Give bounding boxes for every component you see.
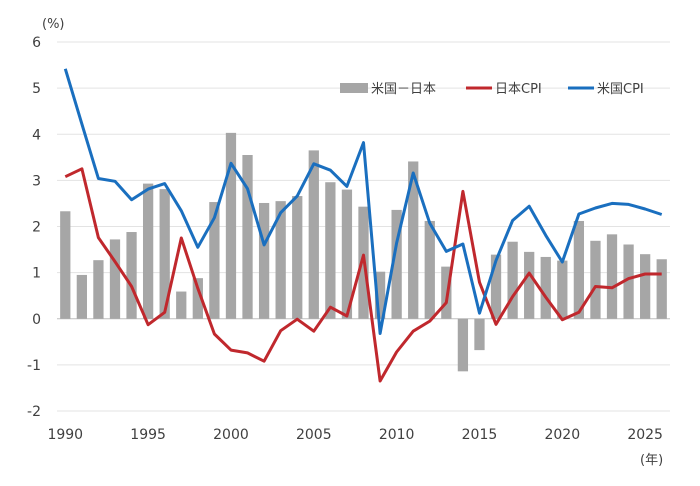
series-line (64, 167, 662, 383)
y-tick-label: 3 (32, 173, 41, 189)
legend-swatch (340, 83, 368, 93)
bar (126, 232, 137, 319)
line-series (63, 68, 663, 383)
bar (391, 209, 402, 319)
y-unit-label: (%) (42, 17, 65, 32)
bar (159, 189, 170, 319)
bar (573, 220, 585, 319)
series-line (63, 68, 663, 335)
x-tick-label: 2005 (296, 427, 332, 443)
x-tick-label: 1995 (130, 427, 166, 443)
bar (242, 155, 253, 319)
bar (308, 150, 319, 319)
bar (292, 196, 303, 319)
x-tick-label: 2000 (213, 427, 249, 443)
legend-label: 米国－日本 (371, 82, 436, 97)
bar (142, 183, 154, 319)
x-tick-label: 1990 (47, 427, 83, 443)
bar (408, 161, 419, 319)
x-tick-label: 2010 (379, 427, 415, 443)
legend-label: 日本CPI (495, 82, 542, 97)
bar (490, 254, 502, 319)
y-axis-ticks: 6 5 4 3 2 1 0 -1 -2 (27, 35, 41, 420)
y-tick-label: 6 (32, 35, 41, 51)
y-tick-label: 2 (32, 220, 41, 236)
bar (590, 240, 601, 319)
bar (109, 239, 121, 319)
bar (540, 256, 551, 319)
bar (623, 244, 634, 319)
y-tick-label: -1 (27, 358, 41, 374)
bar (209, 202, 220, 319)
bar (325, 182, 336, 319)
bar (606, 234, 618, 319)
bar (557, 260, 568, 319)
y-tick-label: 1 (32, 266, 41, 282)
x-tick-label: 2020 (544, 427, 580, 443)
x-axis-ticks: 1990 1995 2000 2005 2010 2015 2020 2025 (47, 427, 663, 443)
bar (374, 271, 386, 319)
legend: 米国－日本 日本CPI 米国CPI (340, 82, 644, 97)
bar (524, 251, 535, 319)
bar-series (60, 132, 667, 372)
bar (341, 189, 353, 319)
bar (640, 254, 651, 319)
bar (656, 259, 667, 319)
bar (76, 274, 87, 319)
bar (258, 202, 270, 319)
y-tick-label: 0 (32, 312, 41, 328)
bar (275, 201, 286, 319)
legend-label: 米国CPI (597, 82, 644, 97)
x-unit-label: (年) (640, 453, 663, 468)
bar (176, 291, 187, 319)
bar (93, 260, 104, 319)
bar (192, 278, 203, 319)
bar (457, 318, 469, 372)
bar (507, 241, 518, 319)
bar (474, 318, 485, 351)
bar (225, 132, 237, 319)
y-tick-label: -2 (27, 404, 41, 420)
y-tick-label: 4 (32, 127, 41, 143)
bar (60, 211, 71, 319)
x-tick-label: 2015 (462, 427, 498, 443)
bar (424, 220, 435, 319)
x-tick-label: 2025 (627, 427, 663, 443)
y-tick-label: 5 (32, 81, 41, 97)
